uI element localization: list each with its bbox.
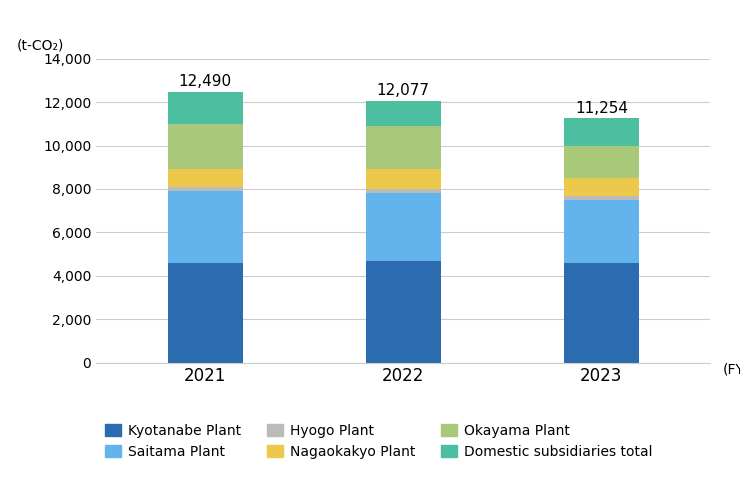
Bar xyxy=(167,263,243,363)
Bar xyxy=(167,187,243,191)
Bar xyxy=(167,124,243,170)
Bar xyxy=(564,196,639,200)
Text: (FY): (FY) xyxy=(723,363,740,377)
Bar xyxy=(167,92,243,124)
Legend: Kyotanabe Plant, Saitama Plant, Hyogo Plant, Nagaokakyo Plant, Okayama Plant, Do: Kyotanabe Plant, Saitama Plant, Hyogo Pl… xyxy=(99,418,658,464)
Text: 12,077: 12,077 xyxy=(377,83,430,98)
Bar xyxy=(366,261,441,363)
Text: 11,254: 11,254 xyxy=(575,101,628,116)
Bar xyxy=(366,189,441,194)
Bar xyxy=(366,126,441,170)
Bar xyxy=(564,119,639,146)
Bar xyxy=(167,170,243,187)
Bar xyxy=(564,263,639,363)
Bar xyxy=(564,178,639,196)
Bar xyxy=(366,170,441,189)
Bar xyxy=(366,100,441,126)
Bar xyxy=(366,194,441,261)
Bar xyxy=(167,191,243,263)
Bar xyxy=(564,200,639,263)
Text: (t-CO₂): (t-CO₂) xyxy=(16,39,64,53)
Text: 12,490: 12,490 xyxy=(178,74,232,89)
Bar xyxy=(564,146,639,178)
